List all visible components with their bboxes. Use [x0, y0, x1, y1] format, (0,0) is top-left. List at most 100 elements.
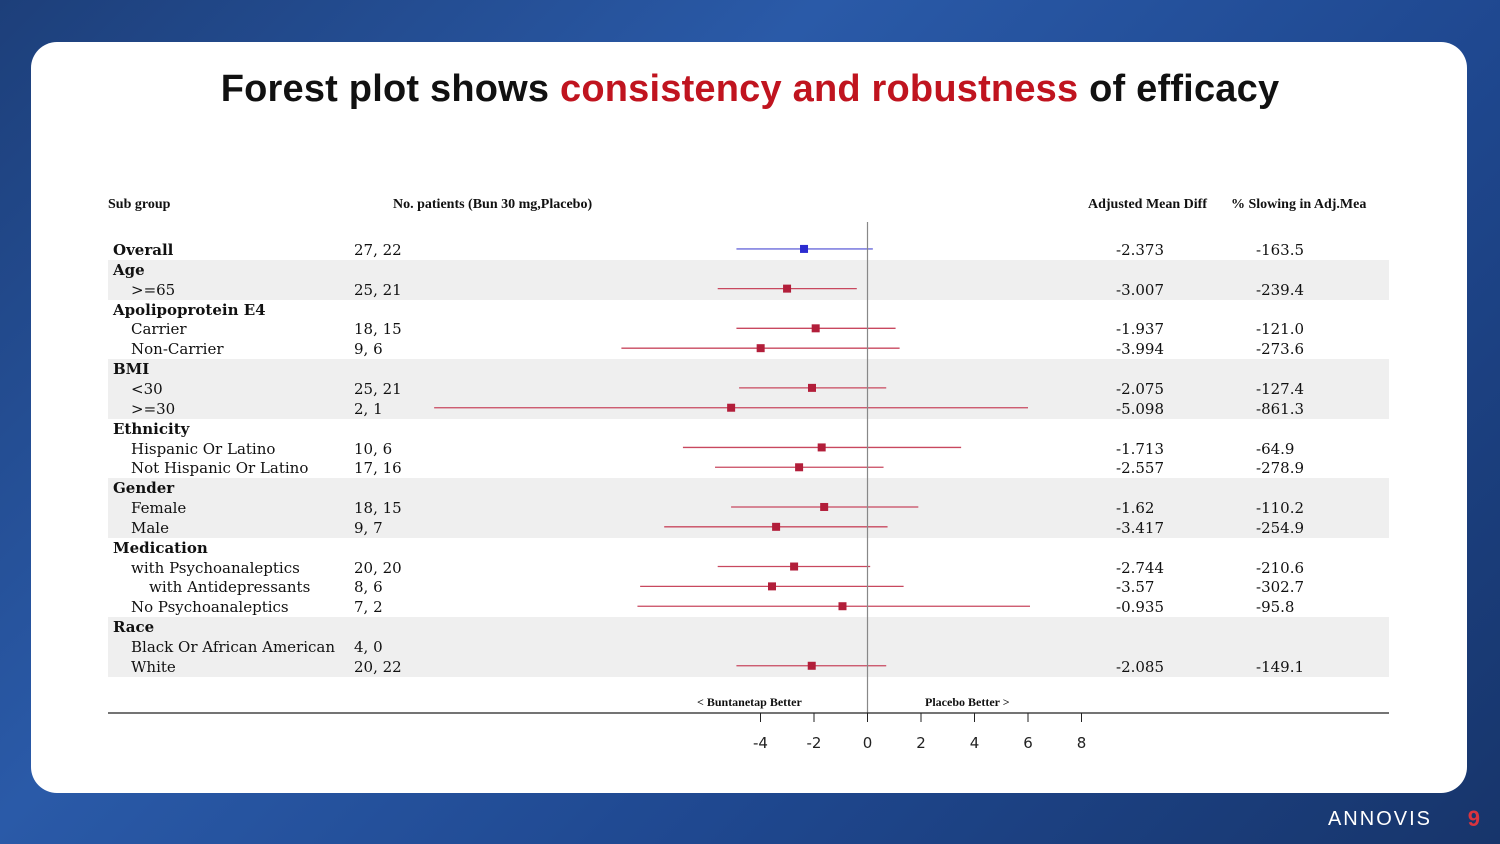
row-label: <30: [131, 379, 163, 398]
row-label: Non-Carrier: [131, 340, 224, 359]
row-pct-slowing: -149.1: [1256, 657, 1305, 676]
row-patients: 27, 22: [354, 241, 402, 259]
row-label: Gender: [113, 479, 175, 498]
subgroup-row: with Psychoanaleptics 20, 20 -2.744 -210.6: [0, 558, 1500, 578]
row-band: [108, 617, 1389, 677]
axis-label-right: Placebo Better >: [925, 695, 1010, 709]
row-pct-slowing: -302.7: [1256, 578, 1305, 597]
row-adj-mean-diff: -1.62: [1116, 499, 1155, 518]
row-patients: 4, 0: [354, 638, 383, 656]
header-pct-slowing: % Slowing in Adj.Mea: [1231, 197, 1367, 212]
point-estimate: [811, 324, 820, 333]
row-adj-mean-diff: -5.098: [1116, 399, 1165, 418]
row-adj-mean-diff: -2.075: [1116, 379, 1165, 398]
subgroup-row: Non-Carrier 9, 6 -3.994 -273.6: [0, 339, 1500, 359]
row-patients: 10, 6: [354, 439, 393, 458]
row-patients: 20, 22: [354, 657, 402, 676]
row-pct-slowing: -861.3: [1256, 399, 1305, 418]
annovis-logo: ANNOVIS: [1327, 808, 1432, 830]
point-estimate: [756, 344, 765, 353]
title-suffix: of efficacy: [1078, 68, 1280, 110]
row-adj-mean-diff: -2.373: [1116, 241, 1165, 259]
x-tick-label: 0: [863, 734, 873, 752]
group-row: Gender: [0, 478, 1500, 498]
row-pct-slowing: -163.5: [1256, 241, 1305, 259]
axis-label-left: < Buntanetap Better: [697, 695, 802, 709]
row-pct-slowing: -273.6: [1256, 340, 1305, 359]
group-row: Medication: [0, 538, 1500, 558]
x-tick-label: -4: [753, 734, 768, 752]
point-estimate: [795, 463, 804, 472]
row-adj-mean-diff: -0.935: [1116, 598, 1165, 617]
title-highlight: consistency and robustness: [560, 68, 1079, 110]
subgroup-row: <30 25, 21 -2.075 -127.4: [0, 379, 1500, 399]
row-patients: 2, 1: [354, 399, 383, 418]
subgroup-row: White 20, 22 -2.085 -149.1: [0, 657, 1500, 677]
row-label: Female: [131, 499, 187, 518]
row-adj-mean-diff: -3.57: [1116, 578, 1155, 597]
group-row: BMI: [0, 359, 1500, 379]
row-patients: 18, 15: [354, 499, 402, 518]
subgroup-row: Hispanic Or Latino 10, 6 -1.713 -64.9: [0, 439, 1500, 459]
row-band: [108, 359, 1389, 419]
subgroup-row: >=65 25, 21 -3.007 -239.4: [0, 280, 1500, 300]
row-patients: 20, 20: [354, 558, 402, 577]
row-pct-slowing: -121.0: [1256, 320, 1305, 339]
row-label: with Antidepressants: [149, 578, 311, 597]
x-tick-label: 4: [970, 734, 980, 752]
point-estimate: [838, 602, 847, 611]
row-patients: 17, 16: [354, 459, 402, 478]
group-row: Ethnicity: [0, 419, 1500, 439]
row-label: Carrier: [131, 320, 187, 339]
subgroup-row: Black Or African American 4, 0: [0, 637, 1500, 657]
row-pct-slowing: -95.8: [1256, 598, 1295, 617]
x-tick-label: -2: [807, 734, 822, 752]
row-adj-mean-diff: -2.557: [1116, 459, 1165, 478]
row-label: Medication: [113, 538, 208, 557]
row-patients: 25, 21: [354, 379, 402, 398]
row-patients: 18, 15: [354, 320, 402, 339]
header-subgroup: Sub group: [108, 197, 171, 212]
row-label: White: [131, 657, 176, 676]
row-label: Not Hispanic Or Latino: [131, 459, 309, 478]
group-row: Age: [0, 260, 1500, 280]
row-patients: 25, 21: [354, 280, 402, 299]
row-label: >=65: [131, 280, 176, 299]
row-label: Overall: [113, 241, 174, 259]
row-adj-mean-diff: -1.937: [1116, 320, 1165, 339]
point-estimate: [772, 522, 781, 531]
x-tick-label: 8: [1077, 734, 1087, 752]
point-estimate: [800, 244, 809, 253]
row-pct-slowing: -110.2: [1256, 499, 1305, 518]
row-adj-mean-diff: -3.994: [1116, 340, 1165, 359]
point-estimate: [790, 562, 799, 571]
row-label: Black Or African American: [131, 638, 336, 656]
row-pct-slowing: -254.9: [1256, 518, 1305, 537]
group-row: Apolipoprotein E4: [0, 300, 1500, 320]
row-label: with Psychoanaleptics: [131, 558, 300, 577]
row-adj-mean-diff: -1.713: [1116, 439, 1165, 458]
row-adj-mean-diff: -2.085: [1116, 657, 1165, 676]
row-label: Ethnicity: [113, 419, 190, 438]
subgroup-row: with Antidepressants 8, 6 -3.57 -302.7: [0, 577, 1500, 597]
subgroup-row: Male 9, 7 -3.417 -254.9: [0, 518, 1500, 538]
group-row: Overall 27, 22 -2.373 -163.5: [0, 240, 1500, 260]
row-label: Age: [113, 260, 145, 279]
row-patients: 9, 6: [354, 340, 383, 359]
row-patients: 7, 2: [354, 598, 383, 617]
row-label: BMI: [113, 360, 150, 379]
row-label: Hispanic Or Latino: [131, 439, 276, 458]
row-adj-mean-diff: -3.417: [1116, 518, 1165, 537]
point-estimate: [817, 443, 826, 452]
row-label: No Psychoanaleptics: [131, 598, 289, 617]
group-row: Race: [0, 617, 1500, 637]
row-patients: 8, 6: [354, 578, 383, 597]
row-adj-mean-diff: -2.744: [1116, 558, 1165, 577]
point-estimate: [820, 502, 829, 511]
row-pct-slowing: -64.9: [1256, 439, 1295, 458]
header-adj-mean-diff: Adjusted Mean Diff: [1088, 197, 1207, 212]
row-label: Male: [131, 518, 169, 537]
page-number: 9: [1467, 806, 1480, 831]
row-pct-slowing: -127.4: [1256, 379, 1305, 398]
